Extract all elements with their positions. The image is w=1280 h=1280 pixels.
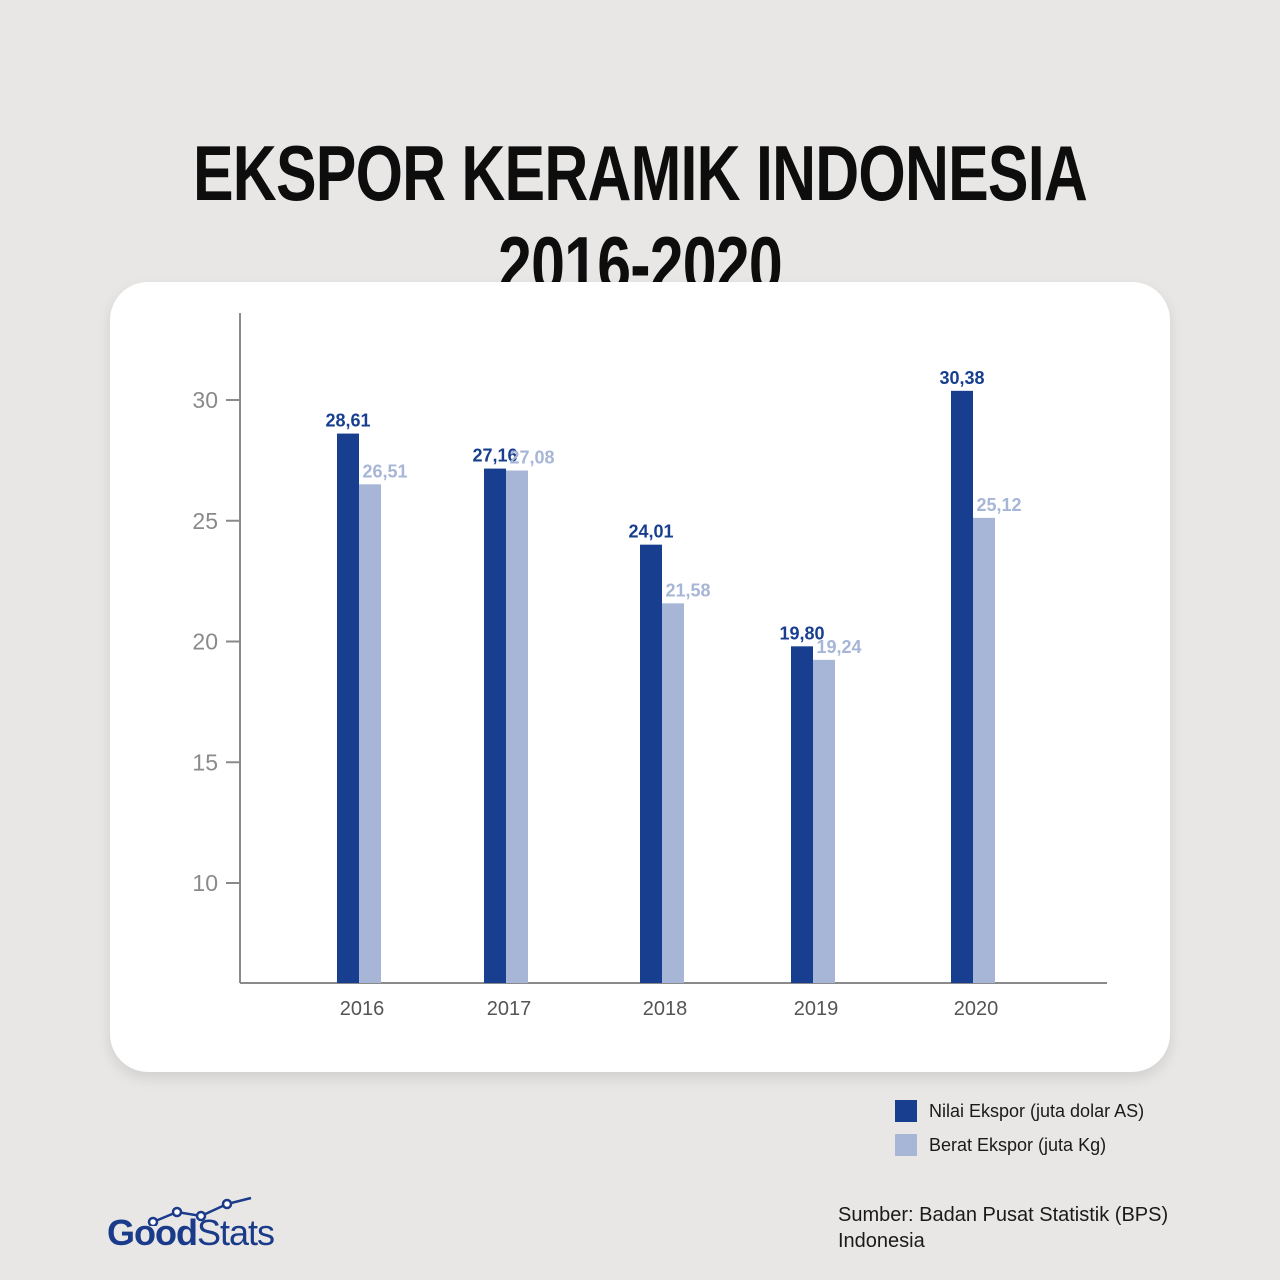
source-line-1: Sumber: Badan Pusat Statistik (BPS): [838, 1204, 1169, 1226]
chart-title: EKSPOR KERAMIK INDONESIA 2016-2020: [193, 129, 1088, 308]
legend-item-primary: Nilai Ekspor (juta dolar AS): [895, 1094, 1144, 1128]
trend-icon: [147, 1196, 252, 1226]
bar-nilai-ekspor: [640, 544, 662, 983]
bar-berat-ekspor: [973, 517, 995, 983]
x-tick-label: 2016: [340, 998, 385, 1020]
bar-nilai-ekspor: [951, 390, 973, 983]
data-label: 21,58: [665, 580, 710, 600]
data-label: 27,16: [472, 446, 517, 466]
bar-berat-ekspor: [813, 659, 835, 983]
data-label: 27,08: [509, 448, 554, 468]
bar-berat-ekspor: [662, 603, 684, 983]
legend-label-secondary: Berat Ekspor (juta Kg): [929, 1134, 1107, 1155]
legend-label-primary: Nilai Ekspor (juta dolar AS): [929, 1100, 1145, 1121]
x-tick-label: 2019: [794, 998, 839, 1020]
legend-swatch-secondary: [895, 1134, 917, 1156]
logo-text-good: Good: [107, 1212, 198, 1253]
logo-text: GoodStats: [107, 1212, 275, 1254]
bar-berat-ekspor: [359, 484, 381, 983]
y-tick-label: 10: [192, 870, 218, 896]
source-note: Sumber: Badan Pusat Statistik (BPS) Indo…: [838, 1202, 1168, 1254]
x-tick-label: 2017: [487, 998, 532, 1020]
x-tick-label: 2018: [643, 998, 688, 1020]
data-label: 25,12: [976, 495, 1021, 515]
legend-swatch-primary: [895, 1100, 917, 1122]
bar-nilai-ekspor: [337, 433, 359, 984]
data-label: 24,01: [628, 522, 673, 542]
legend-item-secondary: Berat Ekspor (juta Kg): [895, 1128, 1144, 1162]
y-tick-label: 25: [192, 508, 218, 534]
data-label: 26,51: [362, 461, 407, 481]
goodstats-logo: GoodStats: [107, 1196, 307, 1256]
bar-nilai-ekspor: [484, 468, 506, 983]
data-label: 28,61: [325, 411, 370, 431]
bar-nilai-ekspor: [791, 646, 813, 983]
y-tick-label: 15: [192, 749, 218, 775]
source-line-2: Indonesia: [838, 1230, 925, 1252]
bar-berat-ekspor: [506, 470, 528, 983]
x-tick-label: 2020: [954, 998, 999, 1020]
y-tick-label: 20: [192, 629, 218, 655]
legend: Nilai Ekspor (juta dolar AS) Berat Ekspo…: [895, 1094, 1144, 1162]
logo-text-stats: Stats: [196, 1212, 275, 1253]
data-label: 30,38: [939, 368, 984, 388]
data-label: 19,80: [779, 623, 824, 643]
y-tick-label: 30: [192, 387, 218, 413]
data-label: 19,24: [816, 637, 861, 657]
